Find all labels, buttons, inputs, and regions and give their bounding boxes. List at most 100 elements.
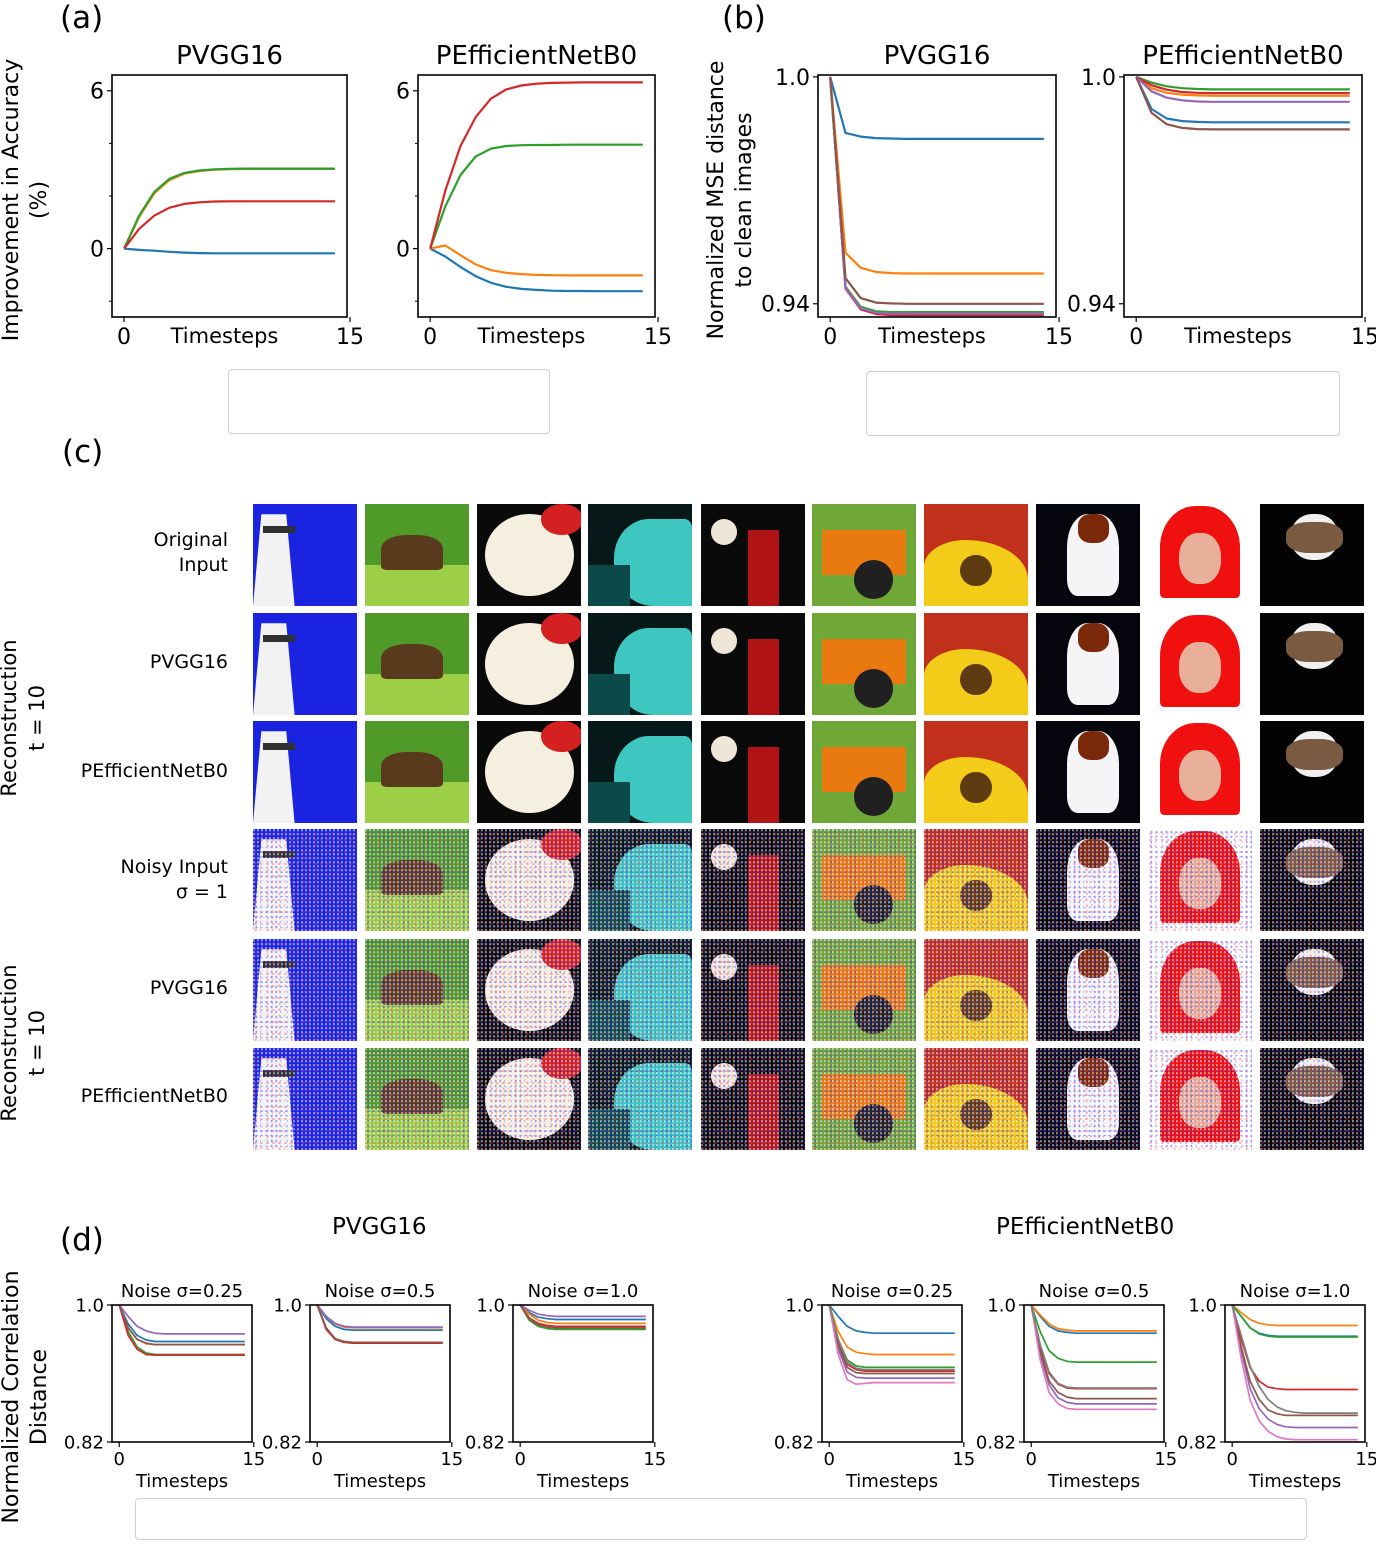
thumbnail-flowers [924, 1048, 1028, 1150]
chart-b-pefficientnetb0: PEfficientNetB0 0 15 0.94 1.0 Timesteps [1067, 41, 1376, 350]
y-tick-label: 1.0 [775, 66, 810, 91]
panel-b-ylabel-line1: Normalized MSE distance [704, 60, 729, 340]
row-label-line: PVGG16 [149, 651, 228, 673]
chart-title: Noise σ=0.5 [1039, 1281, 1150, 1302]
x-tick-label: 0 [117, 325, 131, 350]
y-tick-label: 0.82 [64, 1432, 104, 1453]
y-tick-label: 0.82 [262, 1432, 302, 1453]
y-tick-label: 6 [396, 80, 410, 105]
series-line-Encoder-7 [1231, 1304, 1358, 1441]
series-line--0.0 [1135, 76, 1350, 124]
series-line-Encoder-6 [316, 1304, 443, 1344]
thumbnail-woman-red-hair [1148, 613, 1252, 715]
chart-title: PEfficientNetB0 [436, 41, 637, 71]
chart-title: PVGG16 [884, 41, 991, 71]
y-tick-label: 0.94 [1067, 293, 1116, 318]
panel-d-ylabel-line2: Distance [27, 1348, 52, 1446]
series-line-Encoder-3 [519, 1304, 646, 1331]
x-axis-label: Timesteps [135, 1471, 228, 1492]
series-line--1.0 [123, 200, 335, 250]
x-axis-label: Timesteps [170, 324, 279, 348]
chart-title: PVGG16 [176, 41, 283, 71]
axes-frame [1224, 1304, 1366, 1443]
series-line--0.5 [429, 244, 643, 277]
y-tick-label: 0 [90, 238, 104, 263]
row-label-noisy-input: Noisy Input σ = 1 [121, 855, 229, 905]
thumbnail-woman-red-hair [1148, 721, 1252, 823]
chart-d-pvgg16-0.25: Noise σ=0.25 0 15 0.82 1.0 Timesteps [64, 1281, 265, 1492]
series-line-Encoder-8 [828, 1304, 955, 1371]
panel-a-ylabel: Improvement in Accuracy (%) [0, 59, 54, 341]
panel-label-b: (b) [722, 0, 766, 36]
thumbnail-man-with-microphone [1260, 721, 1364, 823]
thumbnail-tractor [812, 939, 916, 1041]
thumbnail-guinea-pig [477, 504, 581, 606]
reconstruction-label: Reconstruction [0, 964, 21, 1122]
y-tick-label: 0.82 [976, 1432, 1016, 1453]
thumbnail-lighthouse [253, 613, 357, 715]
panel-a-legend [228, 369, 550, 434]
y-tick-label: 6 [90, 80, 104, 105]
axes-frame [1123, 74, 1363, 318]
y-tick-label: 0.82 [1177, 1432, 1217, 1453]
thumbnail-tractor [812, 504, 916, 606]
panel-d-title-pvgg16: PVGG16 [332, 1214, 427, 1240]
panel-d-ylabel: Normalized Correlation Distance [0, 1270, 54, 1523]
thumbnail-deer [365, 1048, 469, 1150]
series-line-Encoder-1 [1030, 1304, 1157, 1335]
series-line--2.0 [829, 76, 1044, 305]
chart-a-pvgg16: PVGG16 0 15 0 6 Timesteps [90, 41, 364, 350]
series-line-Encoder-5 [316, 1304, 443, 1328]
series-line-Encoder-2 [1231, 1304, 1358, 1327]
x-tick-label: 15 [1045, 325, 1073, 350]
series-line-Encoder-3 [828, 1304, 955, 1369]
thumbnail-deer [365, 829, 469, 931]
thumbnail-guinea-pig [477, 721, 581, 823]
chart-d-pvgg16-0.5: Noise σ=0.5 0 15 0.82 1.0 Timesteps [262, 1281, 463, 1492]
x-tick-label: 15 [1351, 325, 1376, 350]
series-line-Encoder-1 [519, 1304, 646, 1321]
series-line--0.75 [829, 76, 1044, 317]
thumbnail-dog [1036, 504, 1140, 606]
chart-d-peff-0.5: Noise σ=0.5 0 15 0.82 1.0 Timesteps [976, 1281, 1177, 1492]
series-line--0.75 [1135, 75, 1350, 95]
thumbnail-deer [365, 504, 469, 606]
series-line--0.25 [1135, 76, 1350, 97]
thumbnail-deer [365, 721, 469, 823]
thumbnail-group-of-people [701, 613, 805, 715]
chart-title: Noise σ=0.25 [831, 1281, 953, 1302]
chart-d-peff-1.0: Noise σ=1.0 0 15 0.82 1.0 Timesteps [1177, 1281, 1376, 1492]
thumbnail-lighthouse [253, 504, 357, 606]
series-line-Encoder-4 [519, 1304, 646, 1328]
series-line--0.75 [429, 143, 643, 249]
series-line-Encoder-5 [828, 1304, 955, 1379]
series-line-Encoder-7 [828, 1304, 955, 1386]
x-axis-label: Timesteps [1047, 1471, 1140, 1492]
x-axis-label: Timesteps [1183, 324, 1292, 348]
thumbnail-group-of-people [701, 1048, 805, 1150]
series-line-Encoder-4 [1231, 1304, 1358, 1391]
x-tick-label: 0 [113, 1449, 124, 1470]
series-line-Encoder-2 [1030, 1304, 1157, 1332]
series-line-Encoder-2 [519, 1304, 646, 1325]
series-line-Encoder-2 [118, 1304, 245, 1346]
thumbnail-lighthouse [253, 939, 357, 1041]
panel-label-c: (c) [62, 434, 104, 470]
thumbnail-group-of-people [701, 939, 805, 1041]
series-line--2.0 [1135, 76, 1350, 131]
timestep-label: t = 10 [25, 1010, 49, 1076]
thumbnail-guinea-pig [477, 613, 581, 715]
thumbnail-woman-red-hair [1148, 1048, 1252, 1150]
thumbnail-guinea-pig [477, 829, 581, 931]
series-line-Encoder-5 [1231, 1304, 1358, 1429]
thumbnail-woman-red-hair [1148, 829, 1252, 931]
thumbnail-flowers [924, 829, 1028, 931]
axes-frame [512, 1304, 654, 1443]
chart-d-pvgg16-1.0: Noise σ=1.0 0 15 0.82 1.0 Timesteps [465, 1281, 666, 1492]
chart-title: PEfficientNetB0 [1142, 41, 1343, 71]
series-line--1.0 [429, 81, 643, 249]
thumbnail-man-with-microphone [1260, 504, 1364, 606]
axes-frame [817, 74, 1057, 318]
panel-label-a: (a) [60, 0, 104, 36]
y-tick-label: 1.0 [75, 1295, 104, 1316]
